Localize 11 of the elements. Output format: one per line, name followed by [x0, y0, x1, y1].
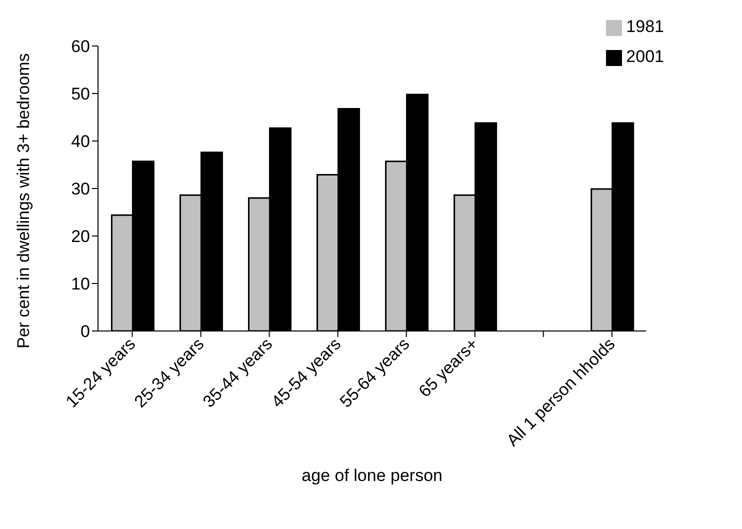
- y-axis-title: Per cent in dwellings with 3+ bedrooms: [14, 53, 34, 348]
- y-tick-label: 20: [71, 227, 90, 246]
- y-tick-label: 40: [71, 132, 90, 152]
- legend-label: 2001: [626, 47, 664, 66]
- y-tick-label: 50: [71, 84, 90, 104]
- legend-label: 1981: [626, 17, 664, 36]
- y-tick-label: 10: [71, 274, 90, 294]
- y-tick-label: 60: [71, 37, 90, 56]
- y-tick-label: 0: [80, 322, 90, 342]
- x-axis-title: age of lone person: [302, 466, 443, 485]
- y-tick-label: 30: [71, 180, 90, 199]
